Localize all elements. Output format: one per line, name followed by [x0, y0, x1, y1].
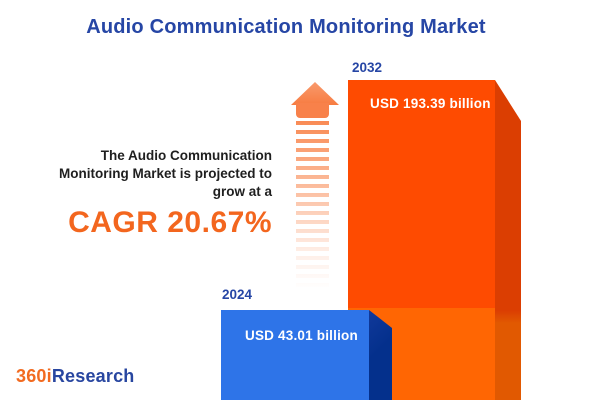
cagr-value: CAGR 20.67% [68, 206, 272, 239]
growth-arrow-head-icon [291, 82, 339, 105]
promo-line-3: grow at a [212, 184, 272, 199]
bar-2032-year-label: 2032 [352, 60, 383, 75]
bar-2032-side-face [495, 80, 521, 400]
brand-logo: 360iResearch [16, 366, 135, 387]
promo-text: The Audio Communication Monitoring Marke… [0, 147, 272, 239]
page-title: Audio Communication Monitoring Market [86, 16, 486, 38]
bar-2024-side-face [369, 310, 392, 400]
brand-logo-research: Research [51, 366, 135, 386]
growth-arrow-dashed-trail-icon [296, 121, 329, 295]
promo-line-1: The Audio Communication [100, 148, 272, 163]
bar-2024-value-label: USD 43.01 billion [245, 328, 358, 343]
bar-2024-front-face [221, 310, 369, 400]
promo-line-2: Monitoring Market is projected to [58, 166, 272, 181]
bar-2024-year-label: 2024 [222, 287, 253, 302]
growth-arrow-stem-icon [296, 103, 329, 118]
brand-logo-360i: 360i [16, 366, 52, 386]
bar-2032-value-label: USD 193.39 billion [370, 96, 491, 111]
